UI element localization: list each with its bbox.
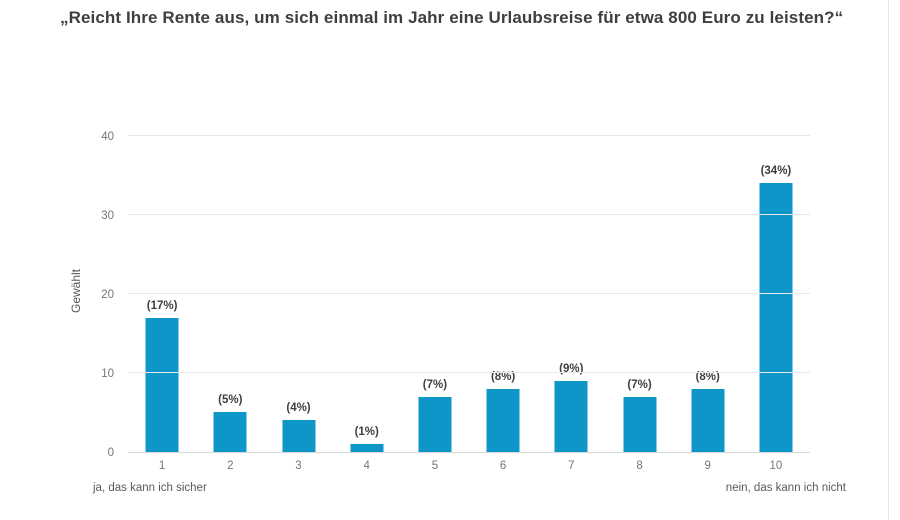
y-tick-label: 30 (101, 209, 114, 222)
bar (759, 183, 793, 452)
x-tick-label: 3 (295, 460, 302, 472)
bar-value-label: (1%) (354, 426, 379, 439)
gridline (128, 134, 810, 136)
bar (418, 396, 452, 452)
x-tick-label: 9 (704, 460, 711, 472)
bar-value-label: (17%) (146, 299, 178, 312)
bar-column: (8%) 9 (674, 112, 742, 472)
x-tick-label: 1 (158, 460, 166, 472)
bar-columns: (17%) 1 (5%) 2 (4%) 3 (1%) 4 (7%) 5 (8%) 6 (9%) 7 (7%)… (128, 112, 810, 472)
gridline (128, 371, 810, 373)
gridline (128, 213, 810, 215)
panel-right-border (888, 0, 889, 520)
bar-column: (1%) 4 (333, 112, 401, 472)
bar (282, 420, 315, 452)
bar-column: (7%) 8 (605, 112, 673, 472)
bar-column: (7%) 5 (401, 112, 469, 472)
x-tick-label: 5 (431, 460, 439, 472)
bar (213, 412, 247, 452)
bar (145, 317, 179, 452)
x-tick-label: 4 (363, 460, 370, 472)
y-tick-label: 10 (101, 367, 114, 380)
plot-area: (17%) 1 (5%) 2 (4%) 3 (1%) 4 (7%) 5 (8%) 6 (9%) 7 (7%)… (128, 112, 810, 472)
bar-value-label: (8%) (490, 370, 516, 383)
bar-column: (5%) 2 (196, 112, 264, 472)
x-axis-note-right: nein, das kann ich nicht (725, 482, 846, 494)
x-tick-label: 7 (568, 460, 575, 472)
y-tick-label: 40 (101, 130, 114, 143)
bar-column: (8%) 6 (469, 112, 537, 472)
bar (623, 396, 657, 452)
x-tick-label: 2 (227, 460, 234, 472)
bar (486, 388, 520, 452)
chart-title: „Reicht Ihre Rente aus, um sich einmal i… (60, 8, 844, 27)
bar-column: (17%) 1 (128, 112, 196, 472)
bar-value-label: (7%) (627, 378, 652, 391)
bar-value-label: (5%) (218, 394, 243, 407)
bar-value-label: (9%) (559, 362, 584, 375)
gridline (128, 292, 810, 294)
bar-column: (34%) 10 (742, 112, 810, 472)
bar-column: (9%) 7 (537, 112, 605, 472)
bar-value-label: (34%) (760, 165, 792, 178)
bar (350, 444, 384, 452)
bar (554, 380, 588, 452)
bar-column: (4%) 3 (264, 112, 332, 472)
x-axis-note-left: ja, das kann ich sicher (93, 482, 207, 494)
bar-value-label: (8%) (695, 370, 720, 383)
bar (691, 388, 725, 452)
bar-value-label: (7%) (422, 378, 448, 391)
x-tick-label: 6 (499, 460, 507, 472)
y-tick-label: 20 (101, 288, 114, 301)
y-tick-label: 0 (107, 447, 114, 459)
y-axis-ticks: 0 10 20 30 40 (64, 112, 114, 459)
x-tick-label: 10 (769, 460, 783, 472)
bar-value-label: (4%) (286, 402, 311, 415)
x-tick-label: 8 (636, 460, 643, 472)
